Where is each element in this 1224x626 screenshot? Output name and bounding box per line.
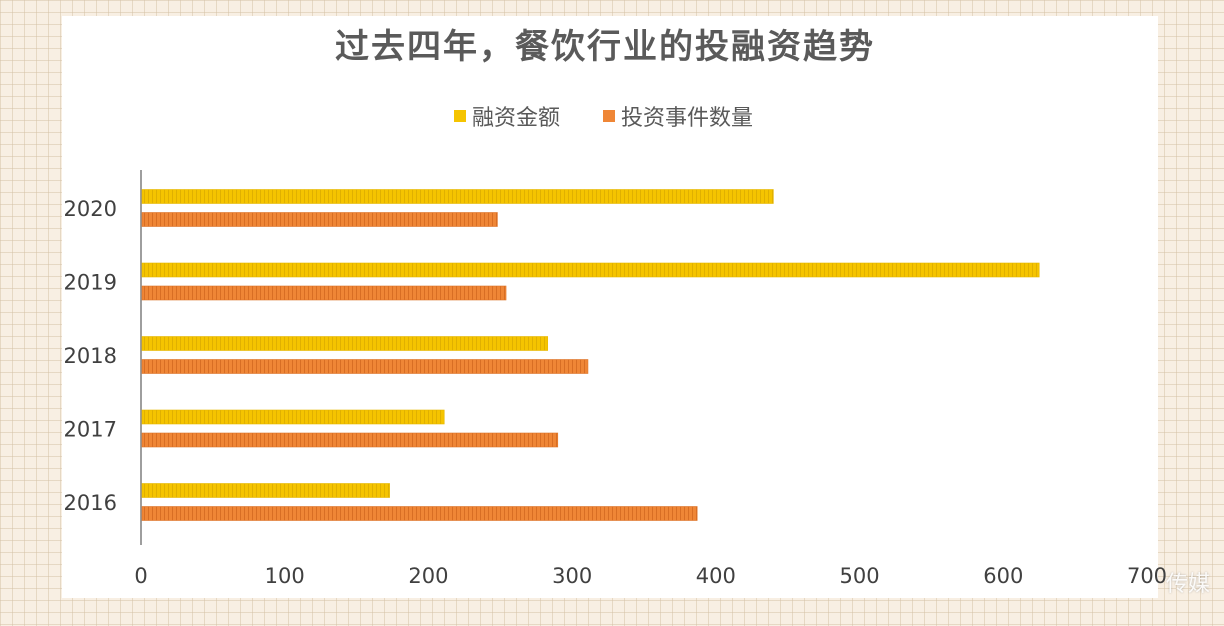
- x-axis-ticks: 0 100 200 300 400 500 600 700: [134, 564, 1167, 588]
- x-tick-label-0: 0: [134, 564, 147, 588]
- bars-group: [141, 189, 1040, 521]
- y-axis-labels: 2020 2019 2018 2017 2016: [64, 197, 117, 515]
- x-tick-label-700: 700: [1127, 564, 1167, 588]
- legend-swatch-investment-count: [603, 110, 615, 122]
- y-tick-label-2016: 2016: [64, 491, 117, 515]
- bar-investment-count-2016: [141, 506, 698, 521]
- bar-investment-count-2020: [141, 212, 498, 227]
- bar-investment-count-2017: [141, 432, 559, 448]
- x-tick-label-600: 600: [983, 564, 1023, 588]
- chart-title: 过去四年，餐饮行业的投融资趋势: [335, 27, 875, 67]
- y-tick-label-2018: 2018: [64, 344, 117, 368]
- bar-financing-amount-2020: [141, 189, 774, 204]
- x-tick-label-200: 200: [408, 564, 448, 588]
- y-tick-label-2020: 2020: [64, 197, 117, 221]
- x-tick-label-300: 300: [552, 564, 592, 588]
- bar-financing-amount-2018: [141, 336, 549, 351]
- x-tick-label-500: 500: [840, 564, 880, 588]
- y-tick-label-2017: 2017: [64, 418, 117, 442]
- y-tick-label-2019: 2019: [64, 271, 117, 295]
- bar-financing-amount-2017: [141, 409, 445, 425]
- watermark: 传媒: [1165, 572, 1210, 597]
- x-tick-label-100: 100: [265, 564, 305, 588]
- legend: 融资金额 投资事件数量: [454, 106, 753, 131]
- legend-label-investment-count: 投资事件数量: [621, 106, 753, 131]
- bar-investment-count-2019: [141, 285, 507, 301]
- legend-swatch-financing-amount: [454, 110, 466, 122]
- bar-financing-amount-2019: [141, 262, 1040, 278]
- x-tick-label-400: 400: [696, 564, 736, 588]
- bar-investment-count-2018: [141, 359, 589, 374]
- legend-label-financing-amount: 融资金额: [472, 106, 560, 131]
- bar-financing-amount-2016: [141, 483, 390, 498]
